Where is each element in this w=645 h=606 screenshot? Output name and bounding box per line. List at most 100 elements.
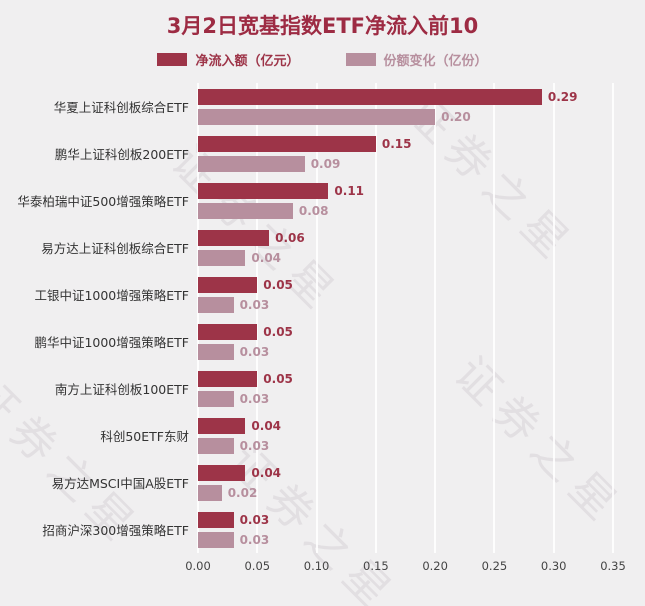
bar-chart: 3月2日宽基指数ETF净流入前10 净流入额（亿元） 份额变化（亿份） 华夏上证科…	[0, 14, 645, 577]
bar-line: 0.03	[198, 531, 613, 548]
bar-share-change	[198, 202, 293, 219]
bar-line: 0.29	[198, 88, 613, 105]
bar-line: 0.09	[198, 155, 613, 172]
bar-line: 0.08	[198, 202, 613, 219]
bar-net-inflow	[198, 88, 542, 105]
x-tick-label: 0.20	[422, 559, 448, 573]
category-label: 工银中证1000增强策略ETF	[34, 288, 189, 303]
bar-line: 0.03	[198, 343, 613, 360]
category-label: 南方上证科创板100ETF	[54, 382, 189, 397]
grid-line	[493, 83, 496, 553]
gridlines	[197, 83, 614, 553]
category-label: 易方达上证科创板综合ETF	[41, 241, 189, 256]
legend-swatch-icon	[157, 53, 188, 66]
category-label-row: 华夏上证科创板综合ETF	[0, 83, 198, 130]
x-tick-label: 0.05	[244, 559, 271, 573]
bar-line: 0.02	[198, 484, 613, 501]
category-label-row: 科创50ETF东财	[0, 412, 198, 459]
bar-share-change	[198, 531, 234, 548]
x-tick-label: 0.35	[600, 559, 626, 573]
x-tick-label: 0.00	[185, 559, 211, 573]
bar-share-change	[198, 343, 234, 360]
category-label-row: 工银中证1000增强策略ETF	[0, 271, 198, 318]
legend-item-share-change: 份额变化（亿份）	[345, 50, 488, 69]
value-label: 0.03	[239, 438, 270, 453]
grid-line	[434, 83, 437, 553]
bar-line: 0.15	[198, 135, 613, 152]
bar-net-inflow	[198, 417, 246, 434]
bar-net-inflow	[198, 464, 246, 481]
category-label-row: 华泰柏瑞中证500增强策略ETF	[0, 177, 198, 224]
grid-line	[612, 83, 614, 553]
bar-share-change	[198, 155, 305, 172]
value-label: 0.08	[298, 203, 329, 218]
bar-row: 0.29 0.20	[198, 83, 613, 130]
bar-line: 0.04	[198, 464, 613, 481]
value-label: 0.05	[263, 277, 293, 292]
chart-title: 3月2日宽基指数ETF净流入前10	[166, 14, 479, 38]
bar-row: 0.04 0.02	[198, 459, 613, 506]
category-label-row: 招商沪深300增强策略ETF	[0, 506, 198, 553]
bar-line: 0.03	[198, 511, 613, 528]
bar-row: 0.03 0.03	[198, 506, 613, 553]
grid-line	[374, 83, 377, 553]
bar-line: 0.20	[198, 108, 613, 125]
category-label: 科创50ETF东财	[100, 429, 189, 444]
bar-line: 0.03	[198, 437, 613, 454]
x-tick-label: 0.10	[303, 559, 330, 573]
legend-swatch-icon	[345, 53, 376, 66]
legend-label: 净流入额（亿元）	[195, 54, 300, 69]
bar-share-change	[198, 390, 234, 407]
value-label: 0.15	[381, 136, 412, 151]
x-tick-label: 0.15	[363, 559, 389, 573]
plot-area: 0.29 0.20 0.15 0.09 0.11 0.08 0.06 0.04 0.05 0.03…	[197, 83, 614, 553]
bar-line: 0.05	[198, 276, 613, 293]
value-label: 0.06	[275, 230, 305, 245]
grid-line	[552, 83, 555, 553]
bar-line: 0.03	[198, 296, 613, 313]
value-label: 0.05	[263, 371, 293, 386]
chart-body: 华夏上证科创板综合ETF 鹏华上证科创板200ETF 华泰柏瑞中证500增强策略ET…	[0, 83, 645, 553]
bar-share-change	[198, 249, 246, 266]
bar-line: 0.05	[198, 370, 613, 387]
value-label: 0.03	[239, 512, 270, 527]
category-label: 华泰柏瑞中证500增强策略ETF	[17, 194, 189, 209]
x-axis: 0.00 0.05 0.10 0.15 0.20 0.25 0.30 0.35	[185, 559, 626, 577]
value-label: 0.03	[239, 532, 270, 547]
bar-net-inflow	[198, 511, 234, 528]
bar-line: 0.03	[198, 390, 613, 407]
value-label: 0.04	[251, 418, 282, 433]
category-label-row: 易方达MSCI中国A股ETF	[0, 459, 198, 506]
bar-share-change	[198, 484, 222, 501]
bar-row: 0.05 0.03	[198, 271, 613, 318]
bar-line: 0.04	[198, 417, 613, 434]
value-label: 0.05	[263, 324, 293, 339]
category-label: 鹏华中证1000增强策略ETF	[34, 335, 189, 350]
grid-line	[197, 83, 199, 553]
bar-row: 0.05 0.03	[198, 318, 613, 365]
bar-line: 0.04	[198, 249, 613, 266]
bar-share-change	[198, 108, 436, 125]
bar-net-inflow	[198, 182, 329, 199]
bar-line: 0.05	[198, 323, 613, 340]
bar-row: 0.11 0.08	[198, 177, 613, 224]
category-label: 鹏华上证科创板200ETF	[54, 147, 189, 162]
value-label: 0.11	[334, 183, 365, 198]
bar-rows: 0.29 0.20 0.15 0.09 0.11 0.08 0.06 0.04 0.05 0.03…	[198, 83, 613, 553]
bar-line: 0.11	[198, 182, 613, 199]
value-label: 0.03	[239, 344, 270, 359]
value-label: 0.29	[547, 89, 578, 104]
value-label: 0.02	[227, 485, 258, 500]
category-labels-column: 华夏上证科创板综合ETF 鹏华上证科创板200ETF 华泰柏瑞中证500增强策略ET…	[0, 83, 198, 553]
category-label-row: 易方达上证科创板综合ETF	[0, 224, 198, 271]
grid-line	[315, 83, 318, 553]
x-tick-label: 0.25	[481, 559, 508, 573]
bar-net-inflow	[198, 370, 258, 387]
grid-line	[256, 83, 259, 553]
x-axis-spacer	[0, 559, 198, 577]
category-label-row: 鹏华中证1000增强策略ETF	[0, 318, 198, 365]
bar-net-inflow	[198, 229, 270, 246]
legend: 净流入额（亿元） 份额变化（亿份）	[0, 50, 645, 69]
x-axis-row: 0.00 0.05 0.10 0.15 0.20 0.25 0.30 0.35	[0, 559, 645, 577]
